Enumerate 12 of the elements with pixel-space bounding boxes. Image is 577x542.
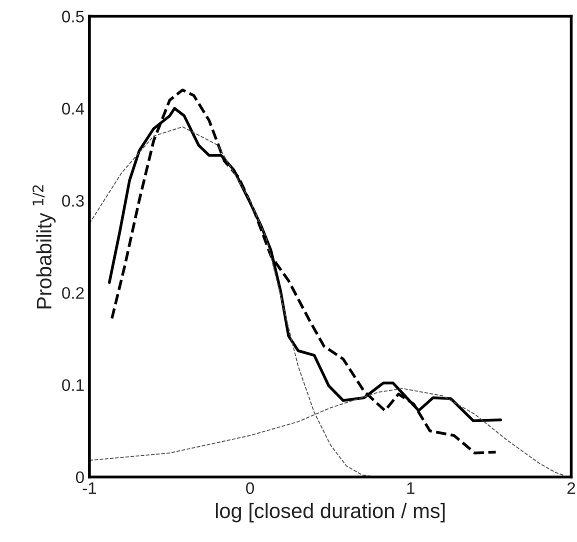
- y-tick-label: 0.4: [62, 102, 84, 115]
- y-tick-label: 0.3: [62, 194, 84, 207]
- y-axis-title: Probability $^{1/2}$: [32, 185, 56, 308]
- x-tick-label: 0: [246, 482, 254, 494]
- x-tick-label: 2: [567, 482, 576, 494]
- y-tick-label: 0.5: [62, 10, 84, 22]
- y-tick-label: 0.2: [62, 287, 84, 299]
- x-tick-label: 1: [407, 482, 414, 494]
- x-tick-label: -1: [82, 482, 96, 494]
- y-tick-label: 0.1: [62, 379, 84, 392]
- x-axis-title: log [closed duration / ms]: [216, 502, 445, 522]
- y-tick-label: 0: [76, 471, 84, 484]
